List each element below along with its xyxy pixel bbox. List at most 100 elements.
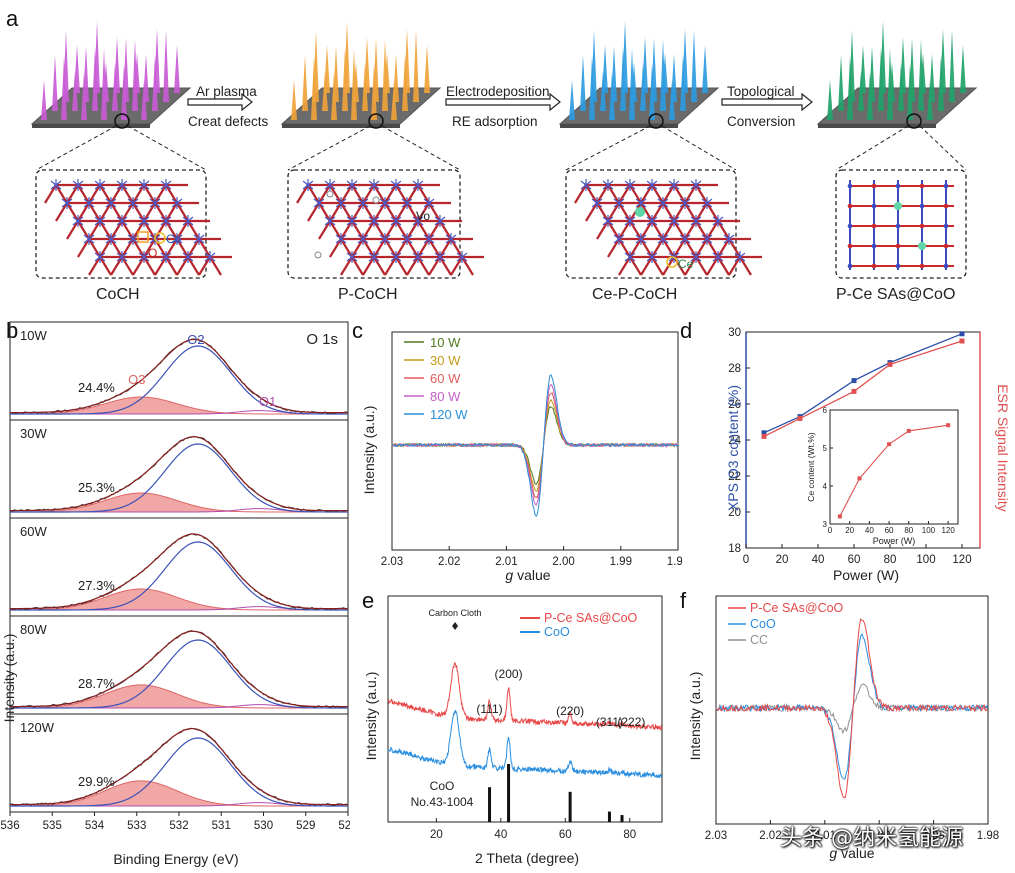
bond [607, 201, 641, 222]
co-atom [423, 197, 435, 209]
bond [596, 219, 630, 240]
bond [154, 183, 188, 204]
co-atom [204, 251, 216, 263]
vacancy [326, 190, 334, 198]
xps-row-5: 120W 29.9% [9, 713, 349, 813]
panel-c-xlabel: g value [505, 567, 550, 583]
co-atom [412, 179, 424, 191]
bond [662, 219, 696, 240]
x-tick-label: 1.98 [977, 830, 999, 842]
x-tick-label: 528 [338, 820, 350, 832]
co-atom [668, 215, 680, 227]
zoom-circle [114, 113, 130, 129]
bond [165, 237, 199, 258]
inset-point [906, 428, 911, 433]
x-tick-label: 120 [952, 554, 971, 566]
nanoneedle [404, 29, 410, 93]
co-atom [127, 233, 139, 245]
bond [640, 219, 674, 240]
bond [596, 183, 630, 204]
bond [428, 255, 462, 276]
x-tick-label: 2.01 [814, 830, 836, 842]
zoom-line-left [35, 125, 117, 171]
co-atom [646, 215, 658, 227]
bond [651, 201, 685, 222]
bond [406, 219, 440, 240]
bond [618, 255, 652, 276]
nanoneedle [344, 21, 350, 93]
co-atom [105, 233, 117, 245]
zoom-circle [368, 113, 384, 129]
esr-curve [715, 617, 989, 799]
nanoneedle [702, 45, 708, 93]
y-tick-label: 20 [728, 507, 741, 519]
data-point [959, 331, 965, 337]
panel-d-xlabel: Power (W) [833, 567, 899, 583]
co-atom [116, 215, 128, 227]
x-tick-label: 529 [296, 820, 315, 832]
co-atom [138, 251, 150, 263]
x-tick-label: 20 [776, 554, 789, 566]
co-atom [602, 215, 614, 227]
stage-label-3: Ce-P-CoCH [592, 286, 678, 303]
nanoneedle [949, 30, 955, 102]
inset-x-tick-label: 100 [922, 526, 936, 535]
plot-frame [391, 331, 679, 551]
co-atom [346, 251, 358, 263]
bond [44, 183, 78, 204]
process-arrow-1 [187, 92, 253, 112]
lattice-atom [847, 183, 853, 189]
nanoneedle [671, 54, 677, 102]
co-atom [160, 215, 172, 227]
inset-y-tick-label: 4 [823, 482, 828, 491]
lattice-atom [943, 223, 949, 229]
lattice-atom [919, 223, 925, 229]
data-point [761, 433, 767, 439]
lattice-atom [943, 183, 949, 189]
panel-e-ylabel: Intensity (a.u.) [363, 672, 379, 761]
zoom-box [565, 169, 737, 279]
nanoneedle [384, 53, 390, 93]
bond [66, 183, 100, 204]
inset-y-tick-label: 6 [823, 406, 828, 415]
co-atom [116, 251, 128, 263]
co-atom [401, 233, 413, 245]
xps-fit [9, 436, 349, 512]
process-arrow-3 [721, 92, 813, 112]
co-atom [357, 233, 369, 245]
inset-y-tick-label: 3 [823, 520, 828, 529]
co-atom [379, 197, 391, 209]
co-atom [324, 215, 336, 227]
x-tick-label: 536 [0, 820, 19, 832]
bond [110, 255, 144, 276]
bond [132, 219, 166, 240]
co-atom [635, 197, 647, 209]
co-atom [734, 251, 746, 263]
co-atom [456, 251, 468, 263]
co-atom [434, 251, 446, 263]
co-atom [613, 233, 625, 245]
co-atom [690, 215, 702, 227]
bond [143, 201, 177, 222]
legend-label: 10 W [430, 335, 461, 350]
xps-row-3: 60W 27.3% [9, 517, 349, 617]
o3-percent: 25.3% [78, 480, 115, 495]
co-atom [83, 197, 95, 209]
inset-x-tick-label: 60 [885, 526, 894, 535]
lattice-atom [871, 243, 877, 249]
nanoneedle [591, 30, 597, 102]
x-tick-label: 530 [254, 820, 273, 832]
co-atom [94, 179, 106, 191]
bond [406, 183, 440, 204]
nanoneedle [569, 80, 575, 120]
panel-d-chart: 0 20 40 60 80 100 120 18 20 22 24 26 28 30 0 20 40 60 80 10… [725, 327, 1011, 583]
y-tick-label: 18 [728, 543, 741, 555]
co-atom [72, 179, 84, 191]
co-atom [690, 251, 702, 263]
ce-atom [635, 207, 645, 217]
atomic-lattice [44, 179, 232, 276]
peak-label: (111) [476, 702, 502, 716]
bond [176, 219, 210, 240]
co-atom [61, 197, 73, 209]
stage-label-4: P-Ce SAs@CoO [836, 286, 956, 303]
